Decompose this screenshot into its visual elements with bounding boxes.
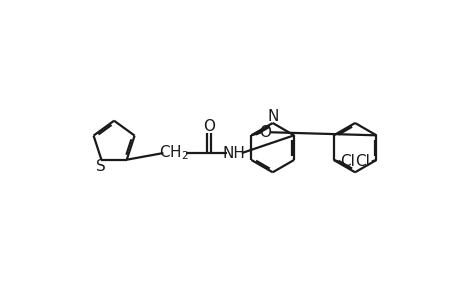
- Text: O: O: [202, 119, 214, 134]
- Text: Cl: Cl: [340, 154, 354, 169]
- Text: O: O: [259, 125, 271, 140]
- Text: NH: NH: [222, 146, 245, 160]
- Text: Cl: Cl: [354, 154, 369, 169]
- Text: CH$_2$: CH$_2$: [159, 144, 189, 162]
- Text: N: N: [266, 109, 278, 124]
- Text: S: S: [95, 159, 105, 174]
